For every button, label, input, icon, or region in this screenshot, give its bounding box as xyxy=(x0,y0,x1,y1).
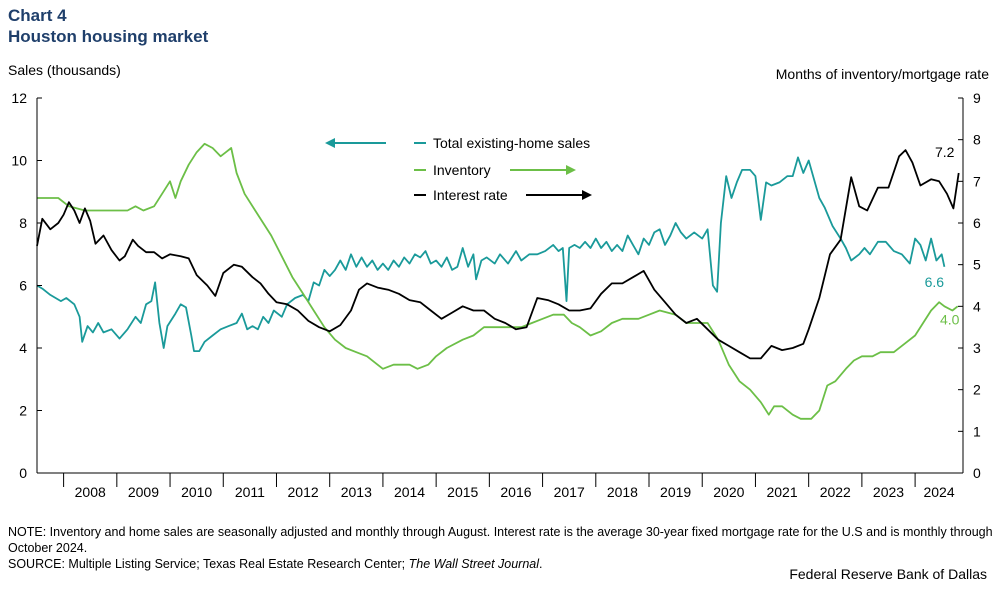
right-tick-label: 9 xyxy=(973,90,981,106)
year-label: 2014 xyxy=(394,484,425,500)
right-tick-label: 6 xyxy=(973,215,981,231)
year-label: 2012 xyxy=(288,484,319,500)
legend-arrow-head xyxy=(566,165,576,175)
left-tick-label: 10 xyxy=(11,153,27,169)
right-tick-label: 7 xyxy=(973,173,981,189)
left-tick-label: 2 xyxy=(19,403,27,419)
legend-label: Interest rate xyxy=(433,187,508,203)
interest-rate-line xyxy=(36,149,960,360)
chart-source: SOURCE: Multiple Listing Service; Texas … xyxy=(8,556,543,572)
left-tick-label: 6 xyxy=(19,278,27,294)
legend-arrow-head xyxy=(582,190,592,200)
left-axis-label: Sales (thousands) xyxy=(8,62,121,78)
year-label: 2020 xyxy=(713,484,744,500)
right-tick-label: 0 xyxy=(973,465,981,481)
year-label: 2011 xyxy=(235,484,265,500)
year-label: 2023 xyxy=(873,484,904,500)
right-tick-label: 4 xyxy=(973,298,981,314)
chart-title: Houston housing market xyxy=(8,27,209,46)
right-tick-label: 1 xyxy=(973,423,981,439)
left-tick-label: 4 xyxy=(19,340,27,356)
right-tick-label: 2 xyxy=(973,382,981,398)
right-tick-label: 8 xyxy=(973,132,981,148)
year-label: 2022 xyxy=(820,484,851,500)
left-tick-label: 0 xyxy=(19,465,27,481)
year-label: 2016 xyxy=(500,484,531,500)
year-label: 2024 xyxy=(923,484,954,500)
year-label: 2019 xyxy=(660,484,691,500)
end-value-label: 4.0 xyxy=(940,311,960,327)
year-label: 2013 xyxy=(341,484,372,500)
year-label: 2008 xyxy=(75,484,106,500)
source-suffix: . xyxy=(539,557,543,571)
year-label: 2021 xyxy=(766,484,797,500)
right-tick-label: 3 xyxy=(973,340,981,356)
right-tick-label: 5 xyxy=(973,257,981,273)
end-value-label: 6.6 xyxy=(925,274,945,290)
end-value-label: 7.2 xyxy=(935,144,955,160)
source-italic: The Wall Street Journal xyxy=(408,557,540,571)
left-tick-label: 12 xyxy=(11,90,27,106)
chart-note: NOTE: Inventory and home sales are seaso… xyxy=(8,525,993,555)
inventory-line xyxy=(37,142,959,420)
legend-label: Inventory xyxy=(433,162,491,178)
year-label: 2009 xyxy=(128,484,159,500)
source-text: SOURCE: Multiple Listing Service; Texas … xyxy=(8,557,409,571)
credit: Federal Reserve Bank of Dallas xyxy=(789,566,987,582)
chart-number: Chart 4 xyxy=(8,6,67,25)
year-label: 2018 xyxy=(607,484,638,500)
left-tick-label: 8 xyxy=(19,215,27,231)
legend-arrow-head xyxy=(325,138,335,148)
sales-line xyxy=(36,156,946,352)
year-label: 2015 xyxy=(447,484,478,500)
year-label: 2010 xyxy=(181,484,212,500)
right-axis-label: Months of inventory/mortgage rate xyxy=(775,66,989,82)
legend-label: Total existing-home sales xyxy=(433,135,590,151)
year-label: 2017 xyxy=(554,484,585,500)
